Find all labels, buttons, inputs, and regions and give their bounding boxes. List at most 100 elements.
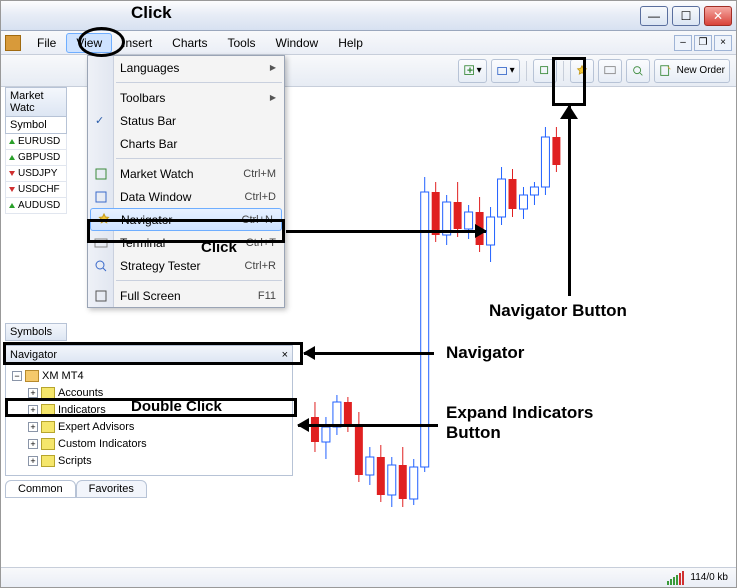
toolbar-new-order-label: New Order (677, 65, 725, 76)
menu-separator (116, 82, 282, 83)
chart-area[interactable] (301, 87, 730, 567)
toolbar-profile-button[interactable]: ▾ (491, 59, 520, 83)
expand-icon[interactable]: + (28, 439, 38, 449)
symbol-label: GBPUSD (18, 152, 60, 163)
window-minimize-button[interactable]: — (640, 6, 668, 26)
data-window-icon (93, 189, 109, 205)
annotation-box-nav-button (552, 57, 586, 106)
tree-item-label: Accounts (58, 387, 103, 399)
tester-icon (93, 258, 109, 274)
menu-window[interactable]: Window (266, 33, 329, 53)
arrow-up-icon (9, 139, 15, 144)
annotation-circle-view (78, 27, 125, 57)
tree-item-label: Scripts (58, 455, 92, 467)
tree-item-custom-indicators[interactable]: + Custom Indicators (6, 435, 292, 452)
market-watch-icon (93, 166, 109, 182)
annotation-arrowhead-up (560, 105, 578, 119)
market-watch-row[interactable]: USDCHF (5, 182, 67, 198)
navigator-panel: Navigator × − XM MT4 +Accounts+Indicator… (5, 345, 293, 498)
expand-icon[interactable]: − (12, 371, 22, 381)
candlestick-chart (301, 87, 730, 567)
mdi-controls: – ❐ × (674, 35, 732, 51)
folder-icon (41, 455, 55, 467)
menu-item-languages[interactable]: Languages (88, 56, 284, 79)
toolbar-terminal-button[interactable] (598, 59, 622, 83)
menu-item-status-bar[interactable]: ✓Status Bar (88, 109, 284, 132)
market-watch-row[interactable]: EURUSD (5, 134, 67, 150)
expand-icon[interactable]: + (28, 422, 38, 432)
menu-item-charts-bar[interactable]: Charts Bar (88, 132, 284, 155)
navigator-tabs: CommonFavorites (5, 480, 293, 498)
annotation-click-top: Click (131, 3, 172, 23)
check-icon: ✓ (95, 114, 104, 127)
mdi-close-button[interactable]: × (714, 35, 732, 51)
toolbar-tester-button[interactable] (626, 59, 650, 83)
menu-item-market-watch[interactable]: Market WatchCtrl+M (88, 162, 284, 185)
tree-item-expert-advisors[interactable]: + Expert Advisors (6, 418, 292, 435)
folder-icon (41, 421, 55, 433)
menu-item-toolbars[interactable]: Toolbars (88, 86, 284, 109)
symbol-label: USDCHF (18, 184, 60, 195)
market-watch-row[interactable]: GBPUSD (5, 150, 67, 166)
annotation-double-click: Double Click (131, 398, 222, 415)
menu-item-full-screen[interactable]: Full ScreenF11 (88, 284, 284, 307)
menu-charts[interactable]: Charts (162, 33, 217, 53)
arrow-up-icon (9, 203, 15, 208)
toolbar-add-button[interactable]: ▾ (458, 59, 487, 83)
window-maximize-button[interactable]: ☐ (672, 6, 700, 26)
annotation-arrow-nav (304, 352, 434, 355)
tab-favorites[interactable]: Favorites (76, 480, 147, 498)
symbol-label: EURUSD (18, 136, 60, 147)
app-logo-icon (5, 35, 21, 51)
menu-item-data-window[interactable]: Data WindowCtrl+D (88, 185, 284, 208)
tree-item-label: Expert Advisors (58, 421, 134, 433)
mdi-minimize-button[interactable]: – (674, 35, 692, 51)
market-watch-row[interactable]: AUDUSD (5, 198, 67, 214)
menu-separator (116, 280, 282, 281)
annotation-arrow-navitem (286, 230, 486, 233)
status-rate: 114/0 kb (690, 572, 728, 583)
connection-bars-icon (667, 571, 684, 585)
toolbar-separator (526, 61, 527, 81)
tree-root[interactable]: − XM MT4 (6, 367, 292, 384)
tab-common[interactable]: Common (5, 480, 76, 498)
market-watch-title: Market Watc (5, 87, 67, 117)
annotation-box-nav-header (3, 342, 303, 365)
annotation-nav-label: Navigator (446, 343, 524, 363)
market-watch-header: Symbol (5, 117, 67, 134)
menu-tools[interactable]: Tools (218, 33, 266, 53)
symbols-panel-title: Symbols (5, 323, 67, 341)
annotation-click-nav: Click (201, 239, 237, 256)
market-watch-row[interactable]: USDJPY (5, 166, 67, 182)
tree-item-scripts[interactable]: + Scripts (6, 452, 292, 469)
folder-icon (25, 370, 39, 382)
window-close-button[interactable]: ✕ (704, 6, 732, 26)
annotation-arrow-expand (298, 424, 438, 427)
annotation-nav-button: Navigator Button (489, 301, 627, 321)
symbol-label: AUDUSD (18, 200, 60, 211)
navigator-tree: − XM MT4 +Accounts+Indicators+Expert Adv… (5, 365, 293, 476)
tree-root-label: XM MT4 (42, 370, 84, 382)
mdi-restore-button[interactable]: ❐ (694, 35, 712, 51)
arrow-down-icon (9, 171, 15, 176)
window-titlebar: — ☐ ✕ (1, 1, 736, 31)
arrow-down-icon (9, 187, 15, 192)
market-watch-panel: Market Watc Symbol EURUSD GBPUSD USDJPY USD… (5, 87, 67, 214)
annotation-expand-label: Expand IndicatorsButton (446, 403, 593, 444)
menu-help[interactable]: Help (328, 33, 373, 53)
expand-icon[interactable]: + (28, 456, 38, 466)
annotation-box-navigator-item (87, 219, 285, 243)
menu-item-strategy-tester[interactable]: Strategy TesterCtrl+R (88, 254, 284, 277)
toolbar-new-order-button[interactable]: New Order (654, 59, 730, 83)
menu-file[interactable]: File (27, 33, 66, 53)
menu-separator (116, 158, 282, 159)
tree-item-label: Custom Indicators (58, 438, 147, 450)
annotation-arrow-vertical (568, 106, 571, 296)
status-bar: 114/0 kb (1, 567, 736, 587)
arrow-up-icon (9, 155, 15, 160)
expand-icon[interactable]: + (28, 388, 38, 398)
folder-icon (41, 387, 55, 399)
fullscreen-icon (93, 288, 109, 304)
folder-icon (41, 438, 55, 450)
symbol-label: USDJPY (18, 168, 57, 179)
